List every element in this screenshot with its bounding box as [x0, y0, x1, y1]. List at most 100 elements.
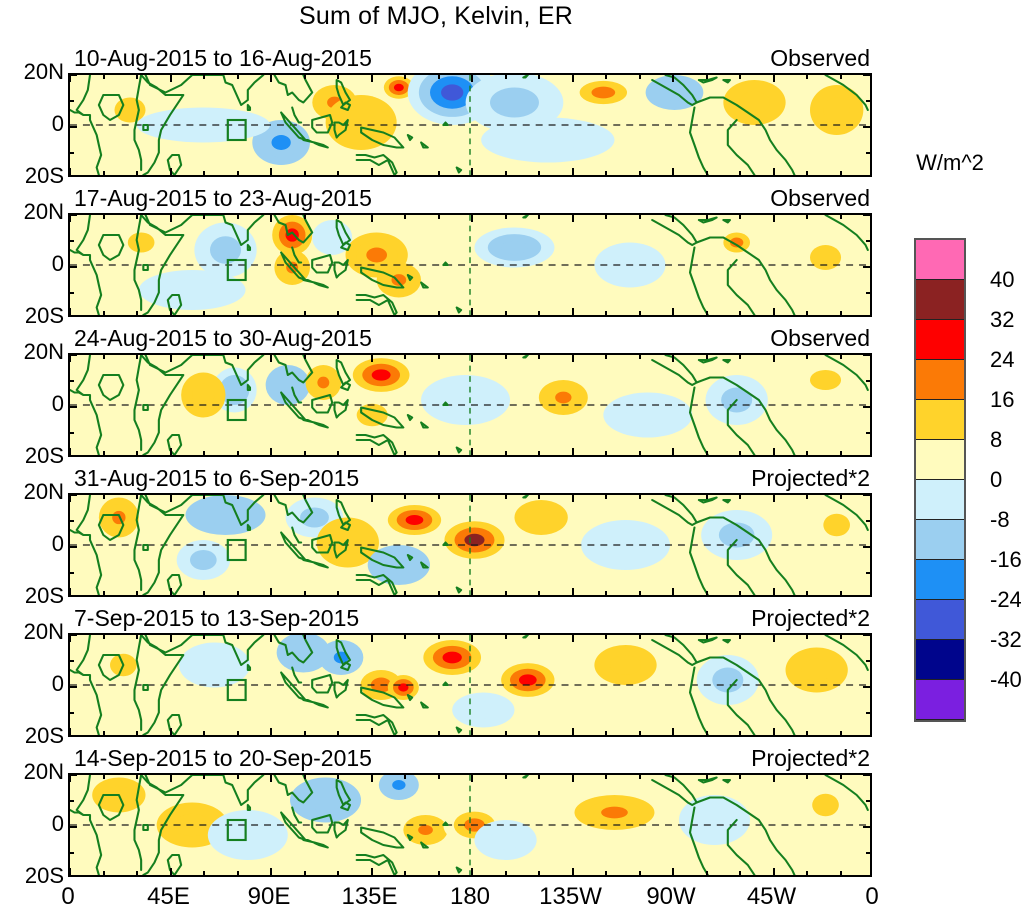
x-tick-mark: [70, 775, 71, 782]
x-tick-minor: [136, 171, 138, 175]
x-tick-minor: [739, 495, 741, 499]
x-tick-mark: [471, 588, 473, 595]
y-tick-label: 20N: [23, 59, 64, 84]
x-tick-minor: [605, 215, 607, 219]
y-tick-mark: [863, 126, 870, 128]
panel-date-range: 10-Aug-2015 to 16-Aug-2015: [74, 45, 372, 71]
x-tick-minor: [437, 355, 440, 359]
x-tick-minor: [705, 355, 708, 359]
x-tick-mark: [270, 775, 272, 782]
y-tick-label: 20S: [24, 723, 64, 748]
x-tick-mark: [471, 635, 473, 642]
x-tick-minor: [303, 775, 306, 779]
x-tick-mark: [70, 868, 71, 875]
x-tick-minor: [437, 775, 440, 779]
x-tick-minor: [136, 871, 138, 875]
x-tick-minor: [236, 495, 239, 499]
x-tick-minor: [705, 775, 708, 779]
x-tick-mark: [571, 588, 574, 595]
x-tick-mark: [70, 308, 71, 315]
x-tick-minor: [504, 451, 507, 455]
y-tick-minor: [866, 852, 870, 854]
x-tick-minor: [102, 171, 105, 175]
y-tick-mark: [863, 635, 870, 636]
x-tick-minor: [504, 731, 507, 735]
y-tick-minor: [70, 852, 74, 854]
x-tick-minor: [806, 355, 808, 359]
x-tick-mark: [471, 775, 473, 782]
x-tick-mark: [672, 308, 674, 315]
y-tick-label: 0: [51, 111, 64, 136]
x-tick-mark: [471, 308, 473, 315]
y-tick-label: 20N: [23, 479, 64, 504]
x-tick-mark: [169, 215, 172, 222]
x-tick-minor: [605, 775, 607, 779]
x-tick-minor: [404, 591, 406, 595]
x-tick-minor: [605, 171, 607, 175]
x-tick-mark: [169, 168, 172, 175]
x-tick-mark: [270, 308, 272, 315]
x-tick-mark: [70, 728, 71, 735]
y-tick-minor: [866, 152, 870, 154]
x-tick-minor: [437, 75, 440, 79]
x-tick-minor: [404, 495, 406, 499]
y-tick-label: 0: [51, 391, 64, 416]
x-tick-minor: [203, 591, 205, 595]
x-tick-minor: [236, 635, 239, 639]
x-tick-mark: [270, 168, 272, 175]
panel-source-label: Observed: [770, 325, 870, 351]
y-tick-label: 20N: [23, 759, 64, 784]
colorbar-band: [916, 600, 964, 640]
x-tick-minor: [605, 355, 607, 359]
x-tick-minor: [437, 451, 440, 455]
x-tick-minor: [839, 591, 842, 595]
x-tick-mark: [270, 215, 272, 222]
x-tick-minor: [739, 171, 741, 175]
y-tick-mark: [70, 406, 77, 408]
colorbar-tick-label: 24: [990, 347, 1015, 372]
colorbar-tick-label: 8: [990, 427, 1003, 452]
x-tick-mark: [370, 215, 373, 222]
x-tick-minor: [638, 215, 641, 219]
x-tick-minor: [337, 215, 339, 219]
x-tick-mark: [672, 588, 674, 595]
y-tick-minor: [70, 800, 74, 802]
x-tick-minor: [437, 635, 440, 639]
x-tick-mark: [270, 588, 272, 595]
x-tick-minor: [136, 495, 138, 499]
panel-header: 17-Aug-2015 to 23-Aug-2015 Observed: [68, 185, 872, 211]
y-tick-mark: [863, 355, 870, 356]
x-tick-minor: [538, 75, 540, 79]
map-panel: 7-Sep-2015 to 13-Sep-2015 Projected*2 20N…: [24, 605, 872, 748]
x-tick-mark: [70, 495, 71, 502]
y-tick-mark: [863, 686, 870, 688]
x-tick-minor: [404, 635, 406, 639]
x-tick-minor: [236, 355, 239, 359]
y-tick-minor: [70, 432, 74, 434]
y-tick-mark: [863, 75, 870, 76]
y-tick-mark: [70, 826, 77, 828]
y-axis: 20N 0 20S: [2, 199, 64, 328]
x-tick-mark: [471, 215, 473, 222]
x-tick-mark: [70, 168, 71, 175]
x-tick-mark: [169, 355, 172, 362]
x-tick-minor: [136, 591, 138, 595]
y-tick-label: 20S: [24, 443, 64, 468]
y-tick-mark: [70, 266, 77, 268]
y-tick-mark: [863, 826, 870, 828]
y-tick-mark: [70, 126, 77, 128]
x-tick-minor: [337, 635, 339, 639]
x-tick-minor: [739, 311, 741, 315]
x-tick-minor: [504, 495, 507, 499]
x-tick-minor: [136, 311, 138, 315]
x-tick-minor: [839, 731, 842, 735]
y-tick-label: 20N: [23, 339, 64, 364]
x-tick-mark: [370, 495, 373, 502]
colorbar-bands: 40 32 24 16 8 0 -8 -16 -24 -32 -40: [914, 238, 1021, 722]
x-tick-mark: [772, 215, 775, 222]
y-tick-mark: [70, 495, 77, 496]
y-tick-label: 20S: [24, 163, 64, 188]
x-tick-minor: [102, 451, 105, 455]
y-tick-mark: [863, 215, 870, 216]
panel-date-range: 17-Aug-2015 to 23-Aug-2015: [74, 185, 372, 211]
